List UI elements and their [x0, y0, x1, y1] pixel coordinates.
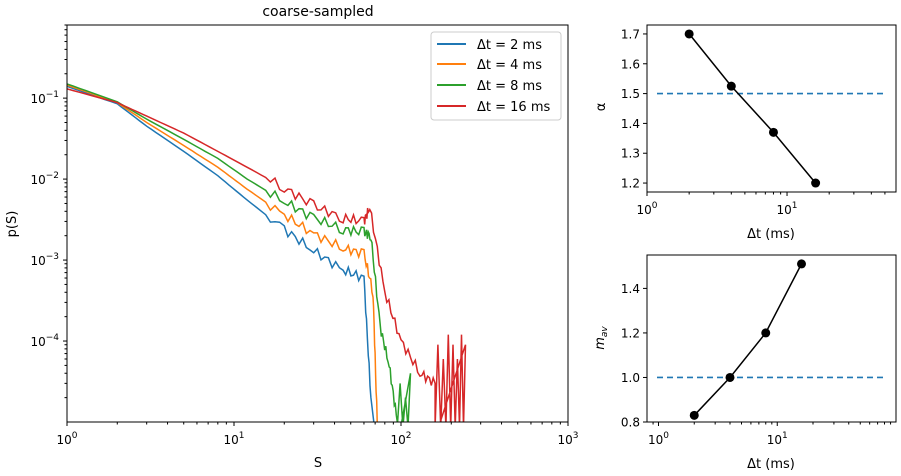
alpha-point-0	[684, 29, 694, 39]
alpha-x-tick-label-0-base: 10	[636, 203, 651, 217]
alpha-y-tick-label-0: 1.2	[621, 177, 640, 191]
alpha-x-tick-label-1-base: 10	[777, 203, 792, 217]
legend-box	[430, 31, 562, 121]
legend-label-2: Δt = 8 ms	[477, 79, 542, 94]
legend-label-1: Δt = 4 ms	[477, 58, 542, 73]
mav-series-line	[693, 263, 803, 416]
mav-plot-frame	[646, 254, 897, 423]
alpha-y-tick-label-2: 1.4	[621, 117, 640, 131]
alpha-x-tick-label-0-exp: 0	[652, 201, 658, 211]
mav-x-tick-label-0-exp: 0	[663, 431, 669, 441]
main-x-tick-label-1-base: 10	[223, 433, 238, 447]
legend-label-3: Δt = 16 ms	[477, 100, 550, 115]
alpha-x-tick-label-1: 101	[777, 201, 798, 217]
series-line-0	[67, 85, 375, 422]
alpha-y-tick-label-3: 1.5	[621, 87, 640, 101]
alpha-y-label: α	[594, 103, 609, 112]
legend: Δt = 2 ms Δt = 4 ms Δt = 8 ms Δt = 16 ms	[430, 31, 562, 121]
alpha-y-tick-label-4: 1.6	[621, 57, 640, 71]
main-x-tick-label-2-base: 10	[390, 433, 405, 447]
mav-point-2	[761, 328, 771, 338]
main-y-tick-label-3-base: 10	[30, 92, 45, 106]
main-title: coarse-sampled	[262, 4, 373, 20]
main-x-tick-label-0: 100	[56, 431, 77, 447]
mav-y-tick-label-2: 1.2	[621, 326, 640, 340]
main-y-tick-label-3-exp: −1	[46, 90, 59, 100]
main-x-tick-label-0-exp: 0	[72, 431, 78, 441]
mav-y-tick-label-0: 0.8	[621, 416, 640, 430]
legend-label-0: Δt = 2 ms	[477, 38, 542, 53]
main-panel: coarse-sampled 100 101 102 103 10−410−310−2…	[5, 4, 579, 471]
alpha-series-line	[688, 33, 817, 184]
series-line-1	[67, 84, 379, 422]
mav-point-1	[725, 372, 735, 382]
main-y-axis: 10−410−310−210−1	[30, 24, 67, 399]
alpha-x-label: Δt (ms)	[747, 227, 795, 242]
mav-y-tick-label-3: 1.4	[621, 282, 640, 296]
main-y-tick-label-0: 10−4	[30, 333, 59, 349]
main-x-tick-label-3-exp: 3	[573, 431, 579, 441]
main-x-tick-label-1-exp: 1	[239, 431, 245, 441]
main-y-tick-label-1: 10−3	[30, 252, 59, 268]
mav-x-label: Δt (ms)	[747, 457, 795, 472]
series-line-2	[67, 83, 412, 422]
mav-point-3	[796, 259, 806, 269]
alpha-y-tick-label-5: 1.7	[621, 27, 640, 41]
alpha-x-tick-label-0: 100	[636, 201, 657, 217]
mav-y-tick-label-1: 1.0	[621, 371, 640, 385]
alpha-x-tick-label-1-exp: 1	[792, 201, 798, 211]
main-y-tick-label-0-exp: −4	[46, 333, 60, 343]
main-x-tick-label-2-exp: 2	[406, 431, 412, 441]
mav-x-tick-label-0: 100	[648, 431, 669, 447]
series-line-3	[67, 88, 467, 422]
mav-x-tick-label-1-base: 10	[767, 433, 782, 447]
mav-x-tick-label-0-base: 10	[648, 433, 663, 447]
main-y-tick-label-1-exp: −3	[46, 252, 59, 262]
main-x-axis: 100 101 102 103	[56, 422, 579, 447]
alpha-point-1	[726, 81, 736, 91]
main-x-tick-label-1: 101	[223, 431, 244, 447]
alpha-plot-frame	[646, 24, 897, 193]
main-plot-frame	[66, 24, 569, 423]
main-x-tick-label-3-base: 10	[557, 433, 572, 447]
main-y-tick-label-0-base: 10	[30, 335, 45, 349]
alpha-point-3	[811, 178, 821, 188]
alpha-point-2	[768, 127, 778, 137]
main-x-tick-label-2: 102	[390, 431, 411, 447]
main-y-tick-label-2-base: 10	[30, 173, 45, 187]
main-x-tick-label-3: 103	[557, 431, 578, 447]
main-y-tick-label-3: 10−1	[30, 90, 59, 106]
mav-point-0	[689, 410, 699, 420]
mav-y-label: mav	[593, 326, 610, 350]
mav-y-label-m: m	[593, 337, 608, 350]
mav-x-tick-label-1: 101	[767, 431, 788, 447]
main-y-tick-label-1-base: 10	[30, 254, 45, 268]
mav-y-label-sub: av	[600, 326, 610, 338]
main-x-tick-label-0-base: 10	[56, 433, 71, 447]
main-x-label: S	[314, 456, 322, 471]
alpha-y-tick-label-1: 1.3	[621, 147, 640, 161]
main-series-group	[67, 83, 467, 422]
mav-x-tick-label-1-exp: 1	[782, 431, 788, 441]
main-y-label: p(S)	[5, 211, 20, 238]
main-y-tick-label-2-exp: −2	[46, 171, 59, 181]
main-y-tick-label-2: 10−2	[30, 171, 59, 187]
